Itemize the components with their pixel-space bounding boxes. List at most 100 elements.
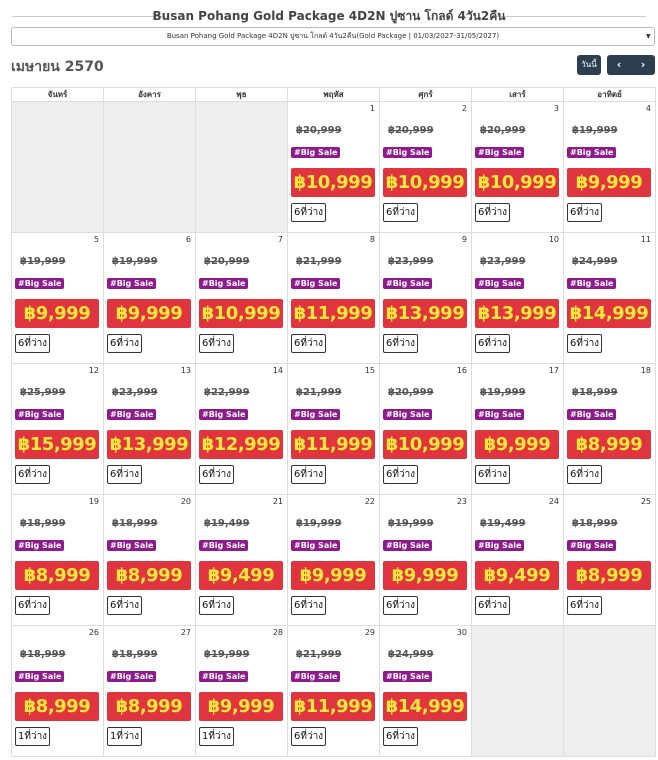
day-cell[interactable]: 14 ฿22,999 #Big Sale ฿12,999 6ที่ว่าง	[196, 364, 288, 495]
day-cell[interactable]: 30 ฿24,999 #Big Sale ฿14,999 6ที่ว่าง	[380, 626, 472, 757]
price[interactable]: ฿9,999	[383, 561, 467, 590]
divider	[12, 16, 162, 17]
price[interactable]: ฿11,999	[291, 692, 375, 721]
price[interactable]: ฿9,999	[15, 299, 99, 328]
day-cell[interactable]: 25 ฿18,999 #Big Sale ฿8,999 6ที่ว่าง	[564, 495, 656, 626]
price[interactable]: ฿14,999	[567, 299, 651, 328]
sale-badge: #Big Sale	[199, 278, 249, 289]
day-number: 22	[364, 497, 375, 506]
seats: 1ที่ว่าง	[15, 727, 51, 746]
weekday: อังคาร	[104, 88, 196, 102]
old-price: ฿20,999	[388, 387, 434, 398]
package-select[interactable]: Busan Pohang Gold Package 4D2N ปูซาน โกล…	[11, 27, 655, 46]
day-cell[interactable]: 12 ฿25,999 #Big Sale ฿15,999 6ที่ว่าง	[12, 364, 104, 495]
price[interactable]: ฿13,999	[383, 299, 467, 328]
day-number: 19	[88, 497, 99, 506]
day-number: 9	[461, 235, 467, 244]
price[interactable]: ฿9,999	[567, 168, 651, 197]
sale-badge: #Big Sale	[15, 278, 65, 289]
day-cell[interactable]: 27 ฿18,999 #Big Sale ฿8,999 1ที่ว่าง	[104, 626, 196, 757]
seats: 6ที่ว่าง	[15, 465, 51, 484]
sale-badge: #Big Sale	[291, 147, 341, 158]
price[interactable]: ฿14,999	[383, 692, 467, 721]
seats: 6ที่ว่าง	[383, 334, 419, 353]
next-button[interactable]: ›	[631, 55, 655, 75]
day-cell[interactable]: 16 ฿20,999 #Big Sale ฿10,999 6ที่ว่าง	[380, 364, 472, 495]
prev-button[interactable]: ‹	[607, 55, 631, 75]
day-cell[interactable]: 6 ฿19,999 #Big Sale ฿9,999 6ที่ว่าง	[104, 233, 196, 364]
old-price: ฿19,999	[20, 256, 66, 267]
seats: 6ที่ว่าง	[383, 727, 419, 746]
day-cell[interactable]: 10 ฿23,999 #Big Sale ฿13,999 6ที่ว่าง	[472, 233, 564, 364]
weekday: พุธ	[196, 88, 288, 102]
seats: 6ที่ว่าง	[199, 465, 235, 484]
price[interactable]: ฿11,999	[291, 430, 375, 459]
day-cell[interactable]: 4 ฿19,999 #Big Sale ฿9,999 6ที่ว่าง	[564, 102, 656, 233]
day-cell[interactable]: 26 ฿18,999 #Big Sale ฿8,999 1ที่ว่าง	[12, 626, 104, 757]
sale-badge: #Big Sale	[475, 147, 525, 158]
price[interactable]: ฿8,999	[15, 561, 99, 590]
price[interactable]: ฿9,999	[107, 299, 191, 328]
week-row: 19 ฿18,999 #Big Sale ฿8,999 6ที่ว่าง 20 ฿18,99…	[12, 495, 656, 626]
price[interactable]: ฿9,999	[475, 430, 559, 459]
day-cell[interactable]: 9 ฿23,999 #Big Sale ฿13,999 6ที่ว่าง	[380, 233, 472, 364]
day-cell[interactable]: 18 ฿18,999 #Big Sale ฿8,999 6ที่ว่าง	[564, 364, 656, 495]
price[interactable]: ฿9,499	[475, 561, 559, 590]
price[interactable]: ฿8,999	[15, 692, 99, 721]
today-button[interactable]: วันนี้	[577, 55, 601, 75]
price[interactable]: ฿13,999	[107, 430, 191, 459]
day-cell[interactable]: 19 ฿18,999 #Big Sale ฿8,999 6ที่ว่าง	[12, 495, 104, 626]
price[interactable]: ฿8,999	[107, 561, 191, 590]
day-cell[interactable]: 8 ฿21,999 #Big Sale ฿11,999 6ที่ว่าง	[288, 233, 380, 364]
day-cell[interactable]: 3 ฿20,999 #Big Sale ฿10,999 6ที่ว่าง	[472, 102, 564, 233]
day-number: 21	[272, 497, 283, 506]
sale-badge: #Big Sale	[107, 409, 157, 420]
day-cell[interactable]: 21 ฿19,499 #Big Sale ฿9,499 6ที่ว่าง	[196, 495, 288, 626]
day-cell[interactable]: 11 ฿24,999 #Big Sale ฿14,999 6ที่ว่าง	[564, 233, 656, 364]
day-cell[interactable]: 15 ฿21,999 #Big Sale ฿11,999 6ที่ว่าง	[288, 364, 380, 495]
price[interactable]: ฿9,999	[199, 692, 283, 721]
day-number: 28	[272, 628, 283, 637]
seats: 6ที่ว่าง	[291, 465, 327, 484]
price[interactable]: ฿9,499	[199, 561, 283, 590]
sale-badge: #Big Sale	[383, 540, 433, 551]
price[interactable]: ฿12,999	[199, 430, 283, 459]
day-cell[interactable]: 7 ฿20,999 #Big Sale ฿10,999 6ที่ว่าง	[196, 233, 288, 364]
price[interactable]: ฿10,999	[291, 168, 375, 197]
day-cell[interactable]: 29 ฿21,999 #Big Sale ฿11,999 6ที่ว่าง	[288, 626, 380, 757]
seats: 6ที่ว่าง	[107, 334, 143, 353]
old-price: ฿20,999	[204, 256, 250, 267]
sale-badge: #Big Sale	[291, 671, 341, 682]
old-price: ฿24,999	[388, 649, 434, 660]
price[interactable]: ฿10,999	[199, 299, 283, 328]
day-cell[interactable]: 2 ฿20,999 #Big Sale ฿10,999 6ที่ว่าง	[380, 102, 472, 233]
price[interactable]: ฿15,999	[15, 430, 99, 459]
price[interactable]: ฿9,999	[291, 561, 375, 590]
day-cell[interactable]: 28 ฿19,999 #Big Sale ฿9,999 1ที่ว่าง	[196, 626, 288, 757]
day-cell[interactable]: 20 ฿18,999 #Big Sale ฿8,999 6ที่ว่าง	[104, 495, 196, 626]
day-cell[interactable]: 17 ฿19,999 #Big Sale ฿9,999 6ที่ว่าง	[472, 364, 564, 495]
old-price: ฿19,999	[572, 125, 618, 136]
price[interactable]: ฿11,999	[291, 299, 375, 328]
price[interactable]: ฿8,999	[567, 430, 651, 459]
price[interactable]: ฿8,999	[107, 692, 191, 721]
price[interactable]: ฿8,999	[567, 561, 651, 590]
day-cell[interactable]: 1 ฿20,999 #Big Sale ฿10,999 6ที่ว่าง	[288, 102, 380, 233]
price[interactable]: ฿10,999	[475, 168, 559, 197]
sale-badge: #Big Sale	[567, 147, 617, 158]
day-number: 6	[185, 235, 191, 244]
calendar: จันทร์ อังคาร พุธ พฤหัส ศุกร์ เสาร์ อาทิตย์ 1 ฿2…	[11, 87, 656, 757]
day-cell[interactable]: 5 ฿19,999 #Big Sale ฿9,999 6ที่ว่าง	[12, 233, 104, 364]
seats: 6ที่ว่าง	[15, 596, 51, 615]
empty-cell	[564, 626, 656, 757]
day-cell[interactable]: 22 ฿19,999 #Big Sale ฿9,999 6ที่ว่าง	[288, 495, 380, 626]
day-cell[interactable]: 13 ฿23,999 #Big Sale ฿13,999 6ที่ว่าง	[104, 364, 196, 495]
day-cell[interactable]: 24 ฿19,499 #Big Sale ฿9,499 6ที่ว่าง	[472, 495, 564, 626]
price[interactable]: ฿13,999	[475, 299, 559, 328]
price[interactable]: ฿10,999	[383, 430, 467, 459]
day-cell[interactable]: 23 ฿19,999 #Big Sale ฿9,999 6ที่ว่าง	[380, 495, 472, 626]
day-number: 13	[180, 366, 191, 375]
sale-badge: #Big Sale	[475, 278, 525, 289]
price[interactable]: ฿10,999	[383, 168, 467, 197]
